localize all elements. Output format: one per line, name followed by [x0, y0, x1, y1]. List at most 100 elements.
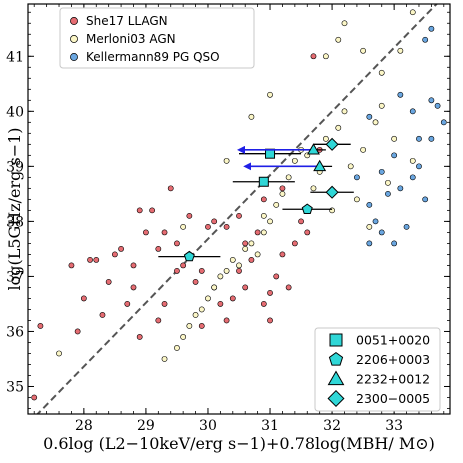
legend-marker-square — [329, 333, 343, 347]
point-she17-llagn — [161, 229, 168, 236]
point-kellermann89-pg-qso — [434, 102, 441, 109]
x-tick-label: 32 — [323, 418, 341, 434]
point-merloni03-agn — [291, 157, 298, 164]
y-tick-label: 41 — [6, 49, 24, 65]
point-kellermann89-pg-qso — [416, 135, 422, 142]
point-merloni03-agn — [260, 229, 267, 236]
point-she17-llagn — [149, 207, 156, 214]
point-she17-llagn — [267, 317, 273, 324]
legend-marker — [70, 35, 78, 43]
point-kellermann89-pg-qso — [391, 240, 398, 247]
point-merloni03-agn — [335, 124, 342, 131]
point-kellermann89-pg-qso — [409, 108, 416, 115]
point-she17-llagn — [242, 240, 249, 247]
legend-marker-triangle — [327, 370, 345, 386]
point-she17-llagn — [260, 301, 267, 307]
point-merloni03-agn — [360, 146, 367, 153]
point-merloni03-agn — [341, 108, 348, 115]
legend-label: Merloni03 AGN — [86, 32, 176, 46]
legend-lower: 0051+0020 2206+0003 2232+0012 2300−0005 — [314, 327, 441, 412]
point-she17-llagn — [205, 223, 211, 230]
point-she17-llagn — [291, 240, 298, 247]
point-merloni03-agn — [310, 185, 317, 192]
x-tick-label: 28 — [75, 418, 93, 434]
y-tick-label: 40 — [6, 104, 24, 120]
legend-label: 2300−0005 — [356, 391, 430, 406]
point-she17-llagn — [155, 317, 162, 324]
point-she17-llagn — [111, 251, 118, 258]
legend-label: 0051+0020 — [356, 333, 430, 348]
point-she17-llagn — [124, 301, 131, 307]
point-kellermann89-pg-qso — [391, 152, 398, 159]
point-she17-llagn — [130, 262, 137, 269]
point-she17-llagn — [298, 218, 304, 225]
point-she17-llagn — [279, 185, 286, 192]
point-she17-llagn — [285, 284, 292, 291]
point-merloni03-agn — [279, 190, 286, 197]
x-tick-label: 30 — [199, 418, 217, 434]
legend-upper: She17 LLAGN Merloni03 AGN Kellermann89 PG … — [59, 7, 255, 69]
point-merloni03-agn — [267, 91, 273, 98]
point-she17-llagn — [198, 268, 205, 274]
point-she17-llagn — [167, 185, 174, 192]
y-tick-label: 36 — [6, 324, 24, 340]
source-2300-0005-marker — [325, 185, 339, 199]
legend-label: 2206+0003 — [356, 352, 430, 367]
point-merloni03-agn — [378, 102, 385, 109]
point-kellermann89-pg-qso — [422, 36, 429, 43]
point-merloni03-agn — [242, 245, 249, 252]
point-she17-llagn — [68, 262, 75, 269]
y-tick-label: 37 — [6, 269, 24, 285]
point-merloni03-agn — [174, 345, 180, 351]
point-merloni03-agn — [409, 157, 416, 164]
point-she17-llagn — [236, 212, 242, 219]
point-kellermann89-pg-qso — [409, 174, 416, 181]
point-she17-llagn — [93, 257, 100, 263]
point-she17-llagn — [279, 251, 286, 258]
point-merloni03-agn — [360, 47, 367, 54]
point-she17-llagn — [105, 279, 112, 285]
point-kellermann89-pg-qso — [428, 25, 435, 32]
y-tick-label: 39 — [6, 159, 24, 175]
legend-marker — [70, 53, 78, 61]
legend-label: She17 LLAGN — [86, 14, 168, 28]
point-kellermann89-pg-qso — [416, 163, 422, 170]
point-she17-llagn — [143, 229, 149, 236]
point-she17-llagn — [248, 257, 255, 263]
point-merloni03-agn — [397, 47, 404, 54]
point-she17-llagn — [186, 212, 193, 219]
point-merloni03-agn — [180, 223, 187, 230]
point-kellermann89-pg-qso — [397, 185, 404, 192]
point-she17-llagn — [273, 273, 280, 280]
legend-marker — [70, 17, 78, 25]
point-she17-llagn — [37, 323, 44, 329]
point-merloni03-agn — [391, 135, 398, 142]
point-kellermann89-pg-qso — [366, 201, 373, 208]
point-kellermann89-pg-qso — [422, 196, 429, 203]
y-axis-label: log(L5GHz/erg s−1) — [5, 127, 24, 290]
point-merloni03-agn — [161, 356, 168, 362]
point-merloni03-agn — [248, 240, 255, 247]
point-kellermann89-pg-qso — [428, 97, 435, 104]
source-2232-0012-marker — [313, 159, 327, 172]
x-tick-label: 33 — [385, 418, 403, 434]
point-she17-llagn — [223, 317, 230, 324]
point-merloni03-agn — [273, 201, 280, 208]
point-kellermann89-pg-qso — [354, 174, 360, 181]
point-merloni03-agn — [192, 312, 199, 318]
point-kellermann89-pg-qso — [385, 190, 391, 197]
point-merloni03-agn — [260, 212, 267, 219]
plot-area — [31, 4, 447, 414]
point-she17-llagn — [99, 312, 106, 318]
point-kellermann89-pg-qso — [372, 218, 379, 225]
y-tick-label: 35 — [6, 379, 24, 395]
source-2206-0003-marker — [301, 203, 313, 214]
point-merloni03-agn — [217, 273, 224, 280]
point-merloni03-agn — [385, 179, 391, 186]
point-merloni03-agn — [254, 251, 261, 258]
point-she17-llagn — [80, 295, 87, 302]
point-she17-llagn — [217, 301, 224, 307]
x-axis-label: 0.6log (L2−10keV/erg s−1)+0.78log(MBH/ M… — [43, 434, 435, 453]
point-she17-llagn — [130, 284, 137, 291]
